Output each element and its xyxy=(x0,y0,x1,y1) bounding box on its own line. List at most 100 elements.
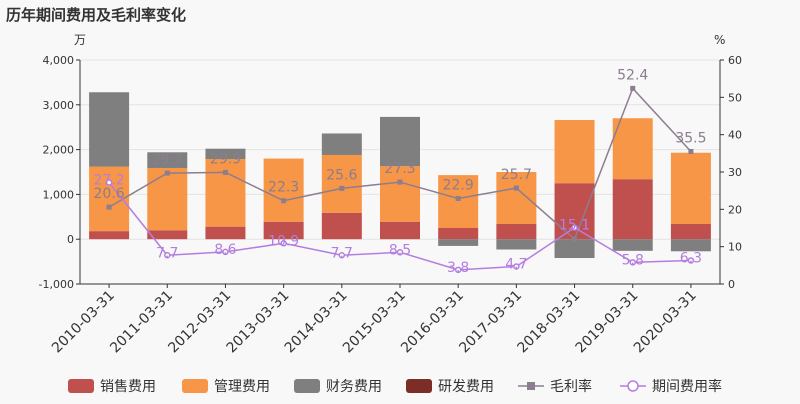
data-label: 6.3 xyxy=(680,250,702,266)
legend-label: 期间费用率 xyxy=(652,378,722,395)
line-marker xyxy=(513,263,520,270)
bar-segment xyxy=(380,166,420,222)
data-label: 8.6 xyxy=(214,242,236,258)
data-labels: 20.6 29.7 29.9 22.3 25.6 27.3 22.9 25.7 52.4 35.5… xyxy=(94,67,707,275)
line-marker xyxy=(339,185,345,191)
bar-segment xyxy=(263,221,304,240)
left-tick-label: 1,000 xyxy=(43,188,75,201)
left-tick-label: 3,000 xyxy=(43,99,75,112)
left-tick-label: 2,000 xyxy=(43,144,75,157)
data-label: 5.8 xyxy=(622,252,644,268)
legend-swatch xyxy=(294,379,320,393)
bar-segment xyxy=(496,223,537,240)
bar-segment xyxy=(612,118,653,180)
chart-title: 历年期间费用及毛利率变化 xyxy=(6,6,186,24)
right-tick-label: 50 xyxy=(728,91,742,104)
left-tick-label: -1,000 xyxy=(39,278,74,291)
data-label: 29.9 xyxy=(210,151,241,167)
data-label: 7.7 xyxy=(331,245,353,261)
line-marker xyxy=(164,170,170,176)
right-axis-unit: % xyxy=(714,33,725,47)
data-label: 52.4 xyxy=(617,67,648,83)
data-label: 27.3 xyxy=(384,161,415,177)
data-label: 3.8 xyxy=(447,260,469,276)
right-tick-label: 10 xyxy=(728,241,742,254)
bar-segment xyxy=(496,172,537,224)
bar-segment xyxy=(670,152,711,224)
bar-segment xyxy=(147,167,188,231)
right-tick-label: 60 xyxy=(728,54,742,67)
line-marker xyxy=(164,252,171,259)
bar-segment xyxy=(147,152,188,168)
bar-segment xyxy=(438,175,479,228)
left-axis-unit: 万 xyxy=(74,33,86,47)
legend-swatch xyxy=(182,379,208,393)
line-marker xyxy=(222,248,229,256)
legend-label: 研发费用 xyxy=(438,379,494,395)
data-label: 29.7 xyxy=(152,152,183,168)
legend-label: 销售费用 xyxy=(100,379,156,395)
bar-segment xyxy=(147,230,188,240)
line-marker xyxy=(513,185,519,191)
data-label: 10.9 xyxy=(268,233,299,249)
legend-swatch xyxy=(68,379,94,393)
bar-segment xyxy=(554,120,595,184)
x-tick-label: 2020-03-31 xyxy=(631,288,700,357)
data-label: 27.2 xyxy=(94,172,125,188)
bar-segment xyxy=(263,158,304,222)
data-label: 8.5 xyxy=(389,242,411,258)
bar-segment xyxy=(205,159,246,227)
line-marker xyxy=(572,236,578,242)
right-tick-label: 0 xyxy=(728,278,735,291)
data-label: 4.7 xyxy=(505,256,527,272)
data-label: 22.3 xyxy=(268,180,299,196)
bar-segment xyxy=(554,239,595,259)
right-tick-label: 20 xyxy=(728,203,742,216)
bar-segment xyxy=(321,154,362,213)
bar-segment xyxy=(612,239,653,251)
line-marker xyxy=(222,169,228,175)
legend-marker xyxy=(627,380,639,392)
legend-label: 财务费用 xyxy=(326,379,382,395)
bar-segment xyxy=(321,133,362,155)
line-marker xyxy=(688,148,694,154)
bars xyxy=(89,92,711,259)
data-label: 25.7 xyxy=(501,167,532,183)
data-label: 35.5 xyxy=(675,130,706,146)
bar-segment xyxy=(670,239,711,252)
bar-segment xyxy=(89,92,130,167)
data-label: 7.7 xyxy=(156,245,178,261)
bar-segment xyxy=(496,239,537,250)
data-label: 22.9 xyxy=(443,178,474,194)
right-tick-label: 30 xyxy=(728,166,742,179)
bar-segment xyxy=(205,226,246,240)
line-marker xyxy=(105,179,113,186)
bar-segment xyxy=(670,223,711,240)
lines xyxy=(105,85,695,274)
line-marker xyxy=(630,85,636,91)
left-tick-label: 4,000 xyxy=(43,54,75,67)
line-marker xyxy=(338,252,346,259)
bar-segment xyxy=(438,228,479,240)
right-tick-label: 40 xyxy=(728,129,742,142)
line-marker xyxy=(571,224,578,231)
line-marker xyxy=(281,198,287,204)
legend-label: 管理费用 xyxy=(214,379,270,395)
legend-label: 毛利率 xyxy=(550,378,592,395)
data-label: 20.6 xyxy=(94,186,125,202)
line-marker xyxy=(396,249,404,256)
bar-segment xyxy=(438,239,479,246)
legend: 销售费用 管理费用 财务费用 研发费用 毛利率 期间费用率 xyxy=(68,378,722,395)
line-marker xyxy=(397,179,403,185)
legend-swatch xyxy=(406,379,432,393)
data-label: 15.1 xyxy=(559,218,590,234)
legend-marker xyxy=(527,382,535,390)
bar-segment xyxy=(321,212,362,240)
bar-segment xyxy=(380,221,420,240)
line-marker xyxy=(280,240,287,247)
bar-segment xyxy=(380,116,420,167)
line-marker xyxy=(454,266,462,274)
data-label: 25.6 xyxy=(326,167,357,183)
bar-segment xyxy=(205,148,246,160)
